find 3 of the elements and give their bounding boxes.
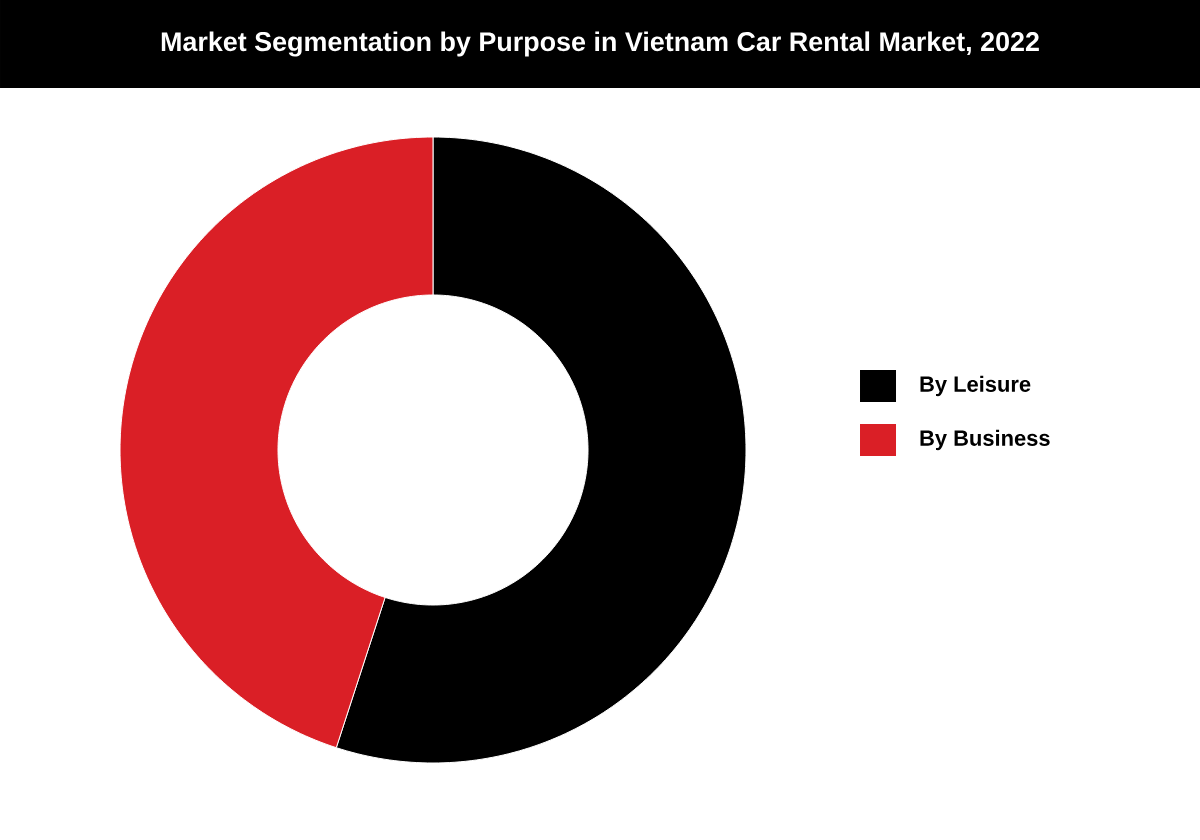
chart-title: Market Segmentation by Purpose in Vietnam Car Rental Market, 2022 [161,31,1039,57]
legend-label: By Business [920,429,1050,451]
legend-label: By Leisure [920,375,1031,397]
